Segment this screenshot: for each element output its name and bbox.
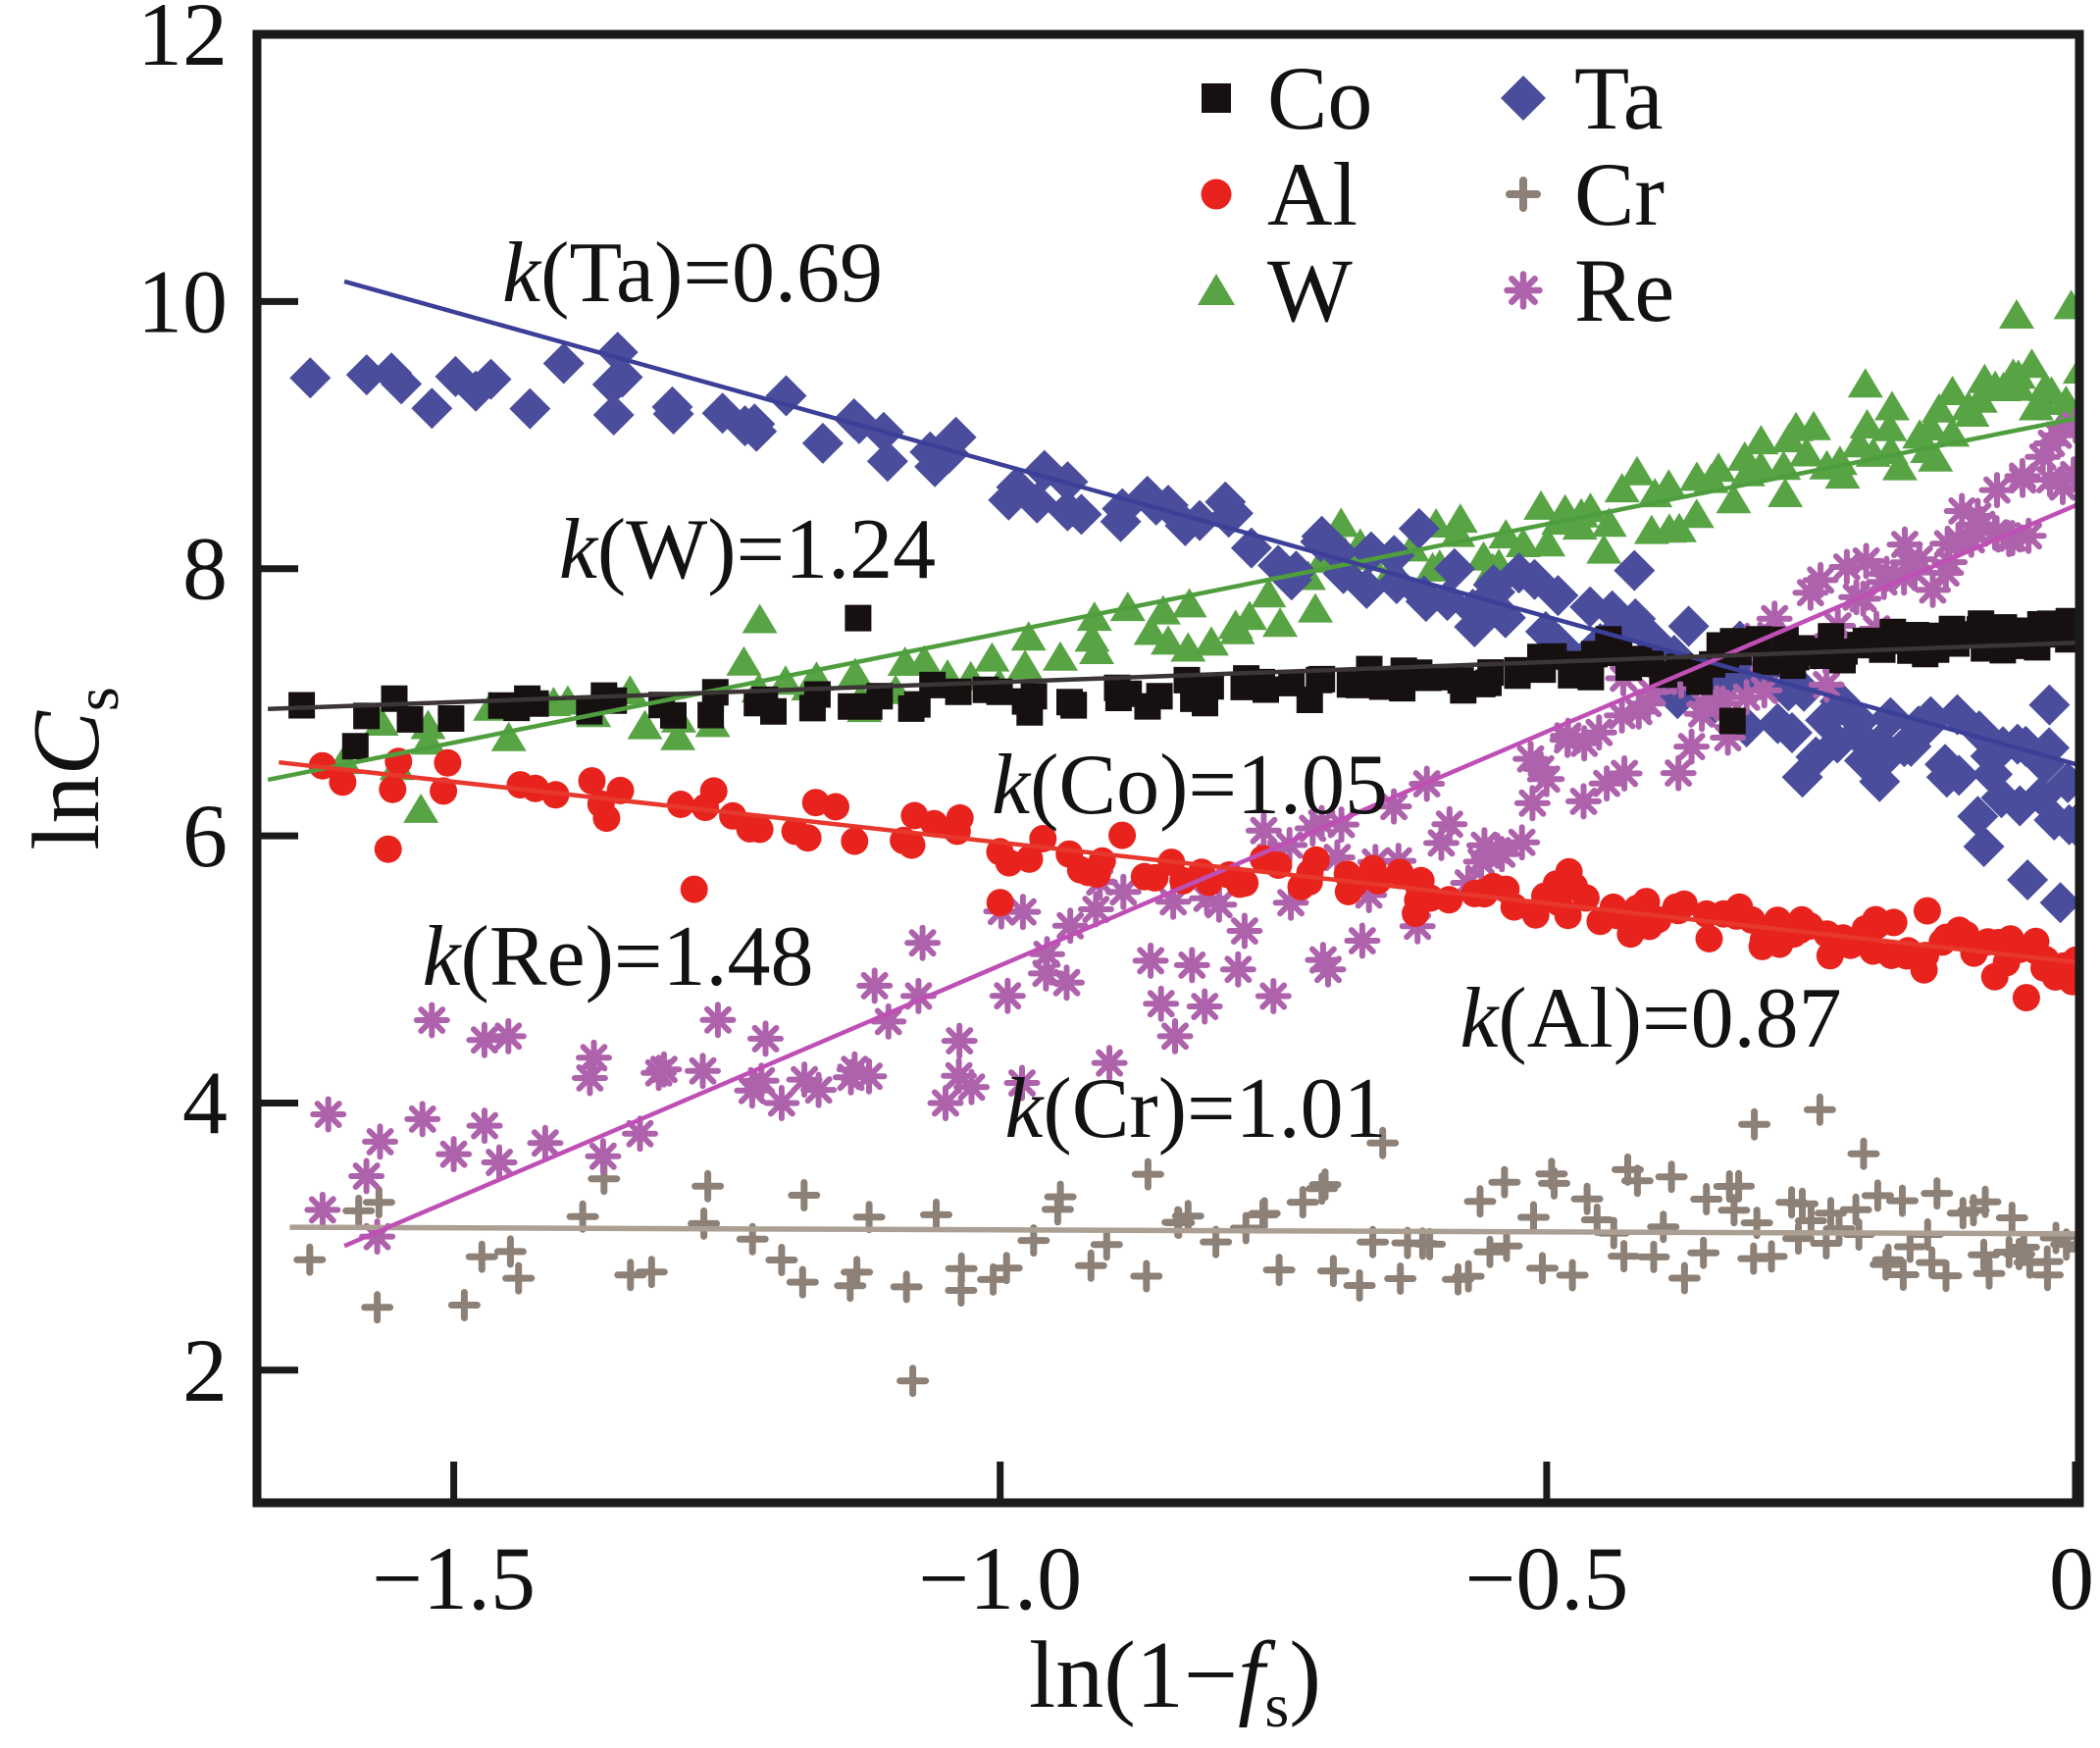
- axis-text-layer: 2 4 6 8 10 12 −1.5 −1.0 −0.5 0 lnCs ln(1−fs): [14, 0, 2094, 1740]
- series-co-points: [288, 604, 2079, 760]
- x-tick-label: −1.5: [372, 1528, 536, 1628]
- fit-line-al: [279, 759, 2079, 965]
- legend-label: Cr: [1574, 144, 1665, 244]
- legend-label: Re: [1574, 240, 1674, 340]
- fit-line-cr: [289, 1224, 2079, 1237]
- legend-label: Al: [1267, 144, 1357, 244]
- fit-line-co: [268, 640, 2079, 711]
- k-annotation-3: k(Re)=1.48: [422, 909, 813, 1004]
- fit-line-ta: [343, 279, 2079, 768]
- plot-frame: [252, 29, 2084, 1508]
- k-annotation-1: k(W)=1.24: [559, 502, 936, 597]
- series-al-points: [308, 747, 2079, 1012]
- y-axis-label: lnCs: [14, 687, 131, 850]
- legend-item-re: Re: [1504, 240, 1674, 340]
- x-tick-label: −1.0: [918, 1528, 1082, 1628]
- legend-item-w: W: [1198, 240, 1353, 340]
- y-tick-label: 8: [182, 519, 228, 619]
- y-tick-label: 2: [182, 1320, 228, 1420]
- y-tick-label: 6: [182, 786, 228, 886]
- fit-lines-layer: [267, 279, 2079, 1249]
- x-axis-label: ln(1−fs): [1029, 1622, 1321, 1740]
- k-annotation-4: k(Al)=0.87: [1460, 971, 1841, 1066]
- legend-marker-plus-icon: [1506, 177, 1541, 212]
- legend-item-ta: Ta: [1501, 48, 1664, 148]
- legend-marker-triangle-icon: [1198, 274, 1235, 305]
- legend-item-cr: Cr: [1506, 144, 1665, 244]
- y-tick-label: 10: [137, 251, 228, 351]
- legend-item-co: Co: [1202, 48, 1372, 148]
- y-tick-label: 4: [182, 1054, 228, 1154]
- axes-frame-layer: [252, 29, 2084, 1508]
- x-tick-label: −0.5: [1464, 1528, 1628, 1628]
- legend-marker-square-icon: [1202, 83, 1231, 113]
- legend-item-al: Al: [1201, 144, 1357, 244]
- legend-layer: Co Ta Al Cr W Re: [1198, 48, 1674, 340]
- fit-line-re: [343, 501, 2079, 1249]
- x-tick-label: 0: [2049, 1528, 2094, 1628]
- legend-marker-asterisk-icon: [1504, 271, 1543, 310]
- k-annotation-2: k(Co)=1.05: [992, 738, 1388, 833]
- series-cr-points: [293, 1093, 2079, 1398]
- legend-label: Co: [1267, 48, 1372, 148]
- y-tick-label: 12: [137, 0, 228, 84]
- legend-label: Ta: [1574, 48, 1664, 148]
- legend-marker-diamond-icon: [1501, 76, 1546, 121]
- k-annotation-0: k(Ta)=0.69: [502, 226, 883, 321]
- legend-marker-circle-icon: [1201, 179, 1232, 210]
- series-ta-points: [289, 332, 2079, 924]
- legend-label: W: [1267, 240, 1353, 340]
- fit-line-w: [267, 415, 2079, 783]
- k-annotation-5: k(Cr)=1.01: [1004, 1061, 1386, 1157]
- annotations-layer: k(Ta)=0.69 k(W)=1.24 k(Co)=1.05 k(Re)=1.48 k…: [422, 226, 1841, 1157]
